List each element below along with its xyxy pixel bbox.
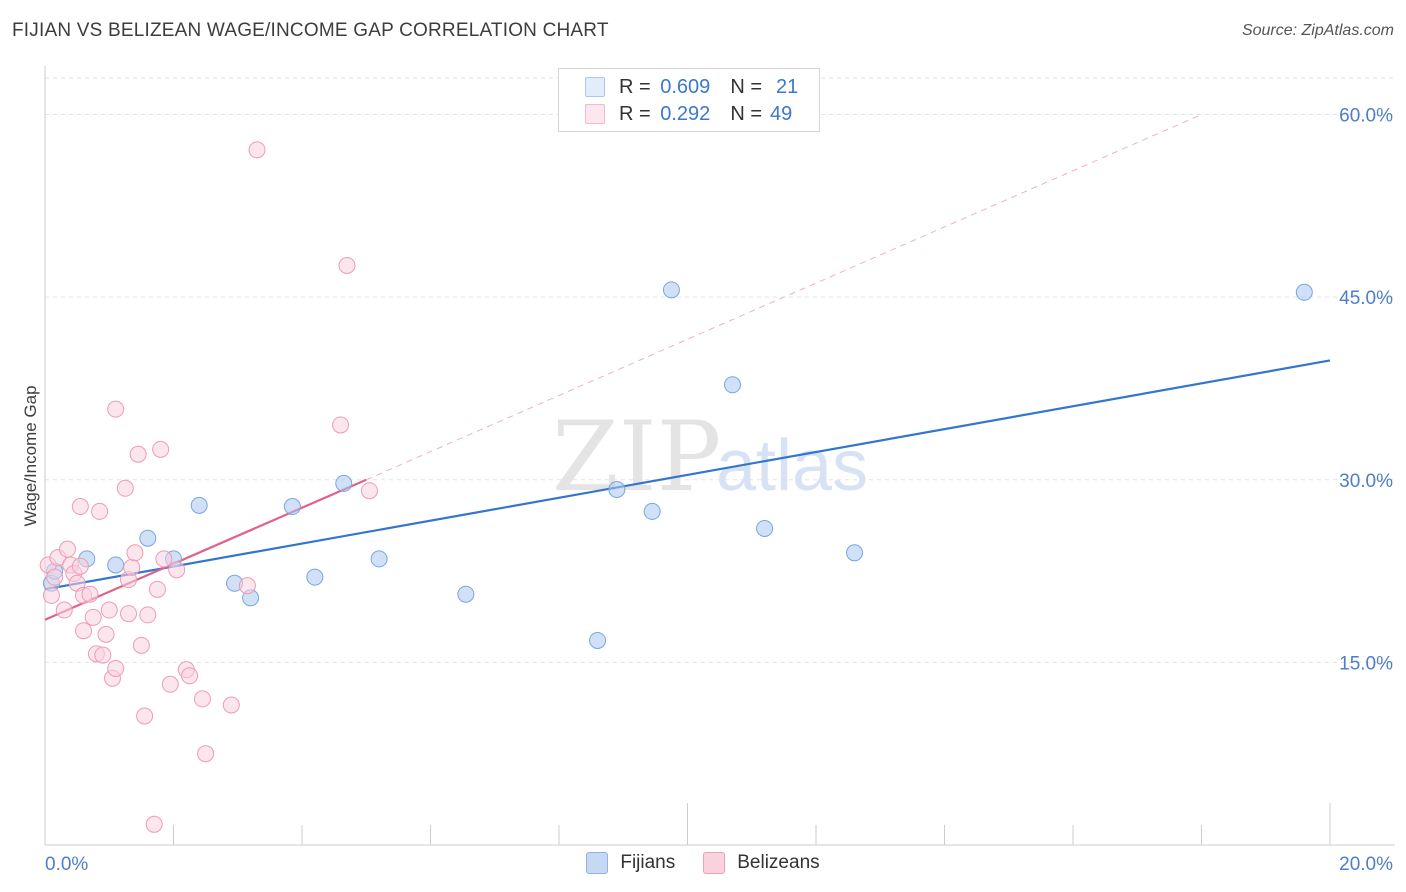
data-point-belizeans [91, 502, 109, 520]
data-point-belizeans [123, 558, 141, 576]
legend-swatch-fijians [585, 77, 605, 97]
y-tick-label: 60.0% [1339, 106, 1393, 127]
data-point-fijians [190, 496, 208, 514]
legend-n-label: N = [730, 75, 762, 98]
data-point-belizeans [107, 659, 125, 677]
data-point-fijians [608, 481, 626, 499]
data-point-fijians [335, 474, 353, 492]
legend-r-value: 0.609 [660, 75, 711, 98]
data-point-belizeans [145, 815, 163, 833]
axis-layer: 15.0% 30.0% 45.0% 60.0% 0.0% 20.0% [44, 66, 1395, 875]
legend-swatch-belizeans [585, 104, 605, 124]
data-point-belizeans [100, 601, 118, 619]
legend-row-belizeans: R = 0.292 N = 49 [585, 101, 792, 127]
data-point-fijians [662, 281, 680, 299]
data-point-belizeans [136, 707, 154, 725]
data-point-belizeans [155, 550, 173, 568]
data-point-belizeans [116, 479, 134, 497]
data-point-belizeans [71, 557, 89, 575]
data-point-belizeans [132, 636, 150, 654]
data-point-belizeans [139, 606, 157, 624]
legend-r-value: 0.292 [660, 102, 711, 125]
stats-legend: R = 0.609 N = 21 R = 0.292 N = 49 [558, 68, 820, 132]
trend-lines [44, 114, 1331, 621]
trend-line-belizeans [44, 478, 367, 621]
legend-n-value: 49 [770, 102, 793, 125]
data-point-belizeans [168, 561, 186, 579]
data-point-belizeans [94, 646, 112, 664]
legend-swatch-belizeans [703, 852, 726, 874]
watermark: ZIP atlas [552, 401, 868, 513]
legend-r-label: R = [619, 75, 651, 98]
series-legend: Fijians Belizeans [0, 852, 1406, 874]
trend-extension-belizeans [366, 114, 1202, 481]
data-point-belizeans [120, 605, 138, 623]
data-point-belizeans [248, 141, 266, 159]
data-point-belizeans [181, 667, 199, 685]
data-point-belizeans [152, 440, 170, 458]
legend-r-label: R = [619, 102, 651, 125]
chart-title: FIJIAN VS BELIZEAN WAGE/INCOME GAP CORRE… [12, 20, 609, 41]
data-point-belizeans [84, 608, 102, 626]
legend-row-fijians: R = 0.609 N = 21 [585, 74, 798, 100]
data-point-belizeans [129, 445, 147, 463]
data-point-belizeans [81, 585, 99, 603]
legend-label-fijians: Fijians [620, 852, 676, 873]
data-point-belizeans [161, 675, 179, 693]
data-point-belizeans [238, 577, 256, 595]
legend-item-belizeans[interactable]: Belizeans [703, 852, 820, 874]
data-point-fijians [370, 550, 388, 568]
data-point-belizeans [148, 580, 166, 598]
data-point-belizeans [338, 256, 356, 274]
data-point-belizeans [107, 400, 125, 418]
legend-label-belizeans: Belizeans [737, 852, 820, 873]
data-point-fijians [643, 502, 661, 520]
data-point-fijians [1295, 283, 1313, 301]
data-point-belizeans [193, 690, 211, 708]
data-point-fijians [457, 585, 475, 603]
data-point-belizeans [197, 745, 215, 763]
data-point-belizeans [97, 625, 115, 643]
y-tick-label: 45.0% [1339, 288, 1393, 309]
data-point-belizeans [71, 498, 89, 516]
data-point-belizeans [222, 696, 240, 714]
legend-n-label: N = [730, 102, 762, 125]
data-point-fijians [589, 631, 607, 649]
legend-n-value: 21 [776, 75, 799, 98]
data-point-fijians [756, 519, 774, 537]
data-point-belizeans [332, 416, 350, 434]
y-tick-label: 30.0% [1339, 471, 1393, 492]
data-point-belizeans [42, 586, 60, 604]
data-point-belizeans [46, 568, 64, 586]
y-tick-label: 15.0% [1339, 653, 1393, 674]
watermark-zip: ZIP [552, 401, 721, 513]
data-point-belizeans [360, 482, 378, 500]
legend-item-fijians[interactable]: Fijians [586, 852, 675, 874]
data-point-fijians [723, 376, 741, 394]
data-point-belizeans [55, 601, 73, 619]
data-points [39, 141, 1313, 833]
trend-line-fijians [44, 359, 1331, 591]
x-tick-label: 0.0% [45, 854, 88, 875]
data-point-fijians [107, 556, 125, 574]
legend-swatch-fijians [586, 852, 609, 874]
data-point-fijians [139, 529, 157, 547]
data-point-fijians [846, 544, 864, 562]
source-label: Source: ZipAtlas.com [1241, 22, 1394, 39]
x-tick-label: 20.0% [1339, 854, 1393, 875]
data-point-belizeans [126, 544, 144, 562]
data-point-belizeans [58, 540, 76, 558]
data-point-belizeans [75, 622, 93, 640]
grid-layer [45, 77, 1395, 663]
data-point-fijians [306, 568, 324, 586]
data-point-fijians [283, 498, 301, 516]
y-axis-label: Wage/Income Gap [21, 385, 40, 526]
